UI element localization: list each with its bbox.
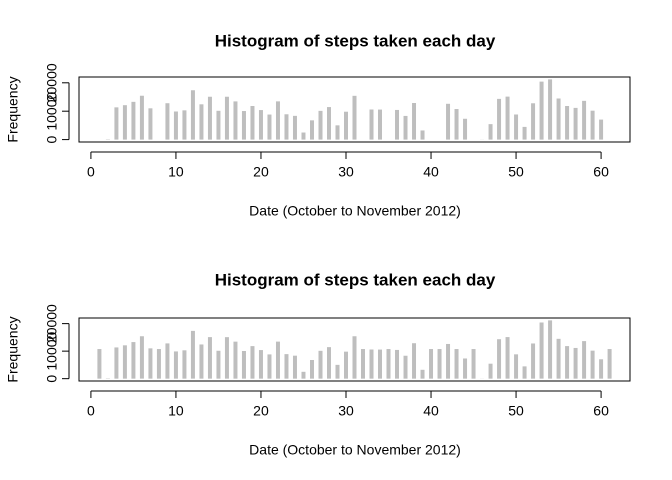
x-tick-label: 10: [168, 403, 184, 419]
plot-frame: [78, 76, 631, 143]
chart-title: Histogram of steps taken each day: [215, 31, 496, 50]
chart-title: Histogram of steps taken each day: [215, 270, 496, 289]
plot-frame: [78, 317, 631, 382]
y-tick-label: 10000: [44, 331, 60, 370]
x-tick-label: 30: [338, 164, 354, 180]
x-tick-label: 30: [338, 403, 354, 419]
x-tick-label: 20: [253, 403, 269, 419]
x-tick-label: 60: [593, 164, 609, 180]
y-tick-label: 10000: [44, 92, 60, 131]
y-axis-label: Frequency: [5, 76, 21, 142]
x-axis-label: Date (October to November 2012): [249, 203, 461, 219]
x-tick-label: 40: [423, 164, 439, 180]
x-tick-label: 50: [508, 164, 524, 180]
y-tick-label: 0: [44, 375, 60, 383]
x-tick-label: 0: [87, 403, 95, 419]
x-tick-label: 20: [253, 164, 269, 180]
x-axis-label: Date (October to November 2012): [249, 442, 461, 458]
x-tick-label: 0: [87, 164, 95, 180]
x-tick-label: 60: [593, 403, 609, 419]
y-axis-label: Frequency: [5, 316, 21, 382]
x-tick-label: 40: [423, 403, 439, 419]
y-tick-label: 20000: [44, 304, 60, 343]
x-tick-label: 10: [168, 164, 184, 180]
y-tick-label: 20000: [44, 63, 60, 102]
y-tick-label: 0: [44, 135, 60, 143]
x-tick-label: 50: [508, 403, 524, 419]
